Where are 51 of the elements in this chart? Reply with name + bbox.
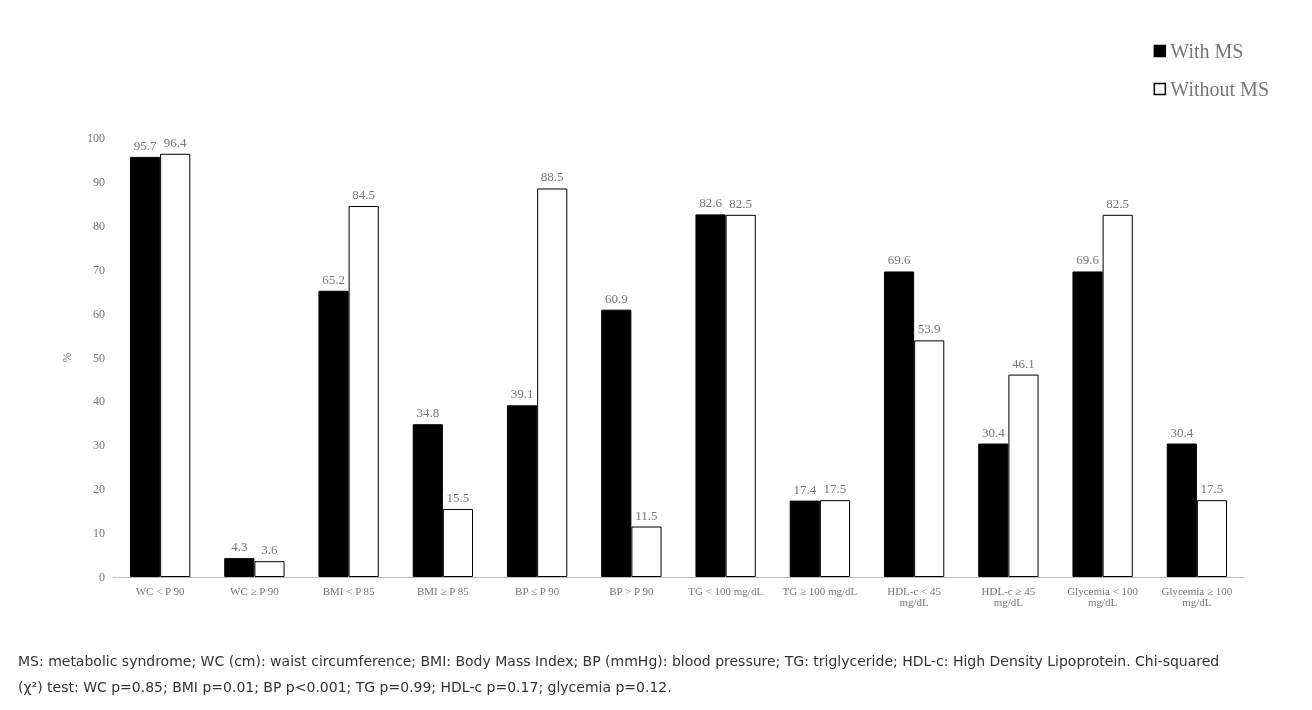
x-tick-label: HDL-c ≥ 45 mg/dL [981,584,1036,608]
data-label: 88.5 [540,169,564,185]
data-label: 69.6 [887,252,911,268]
x-tick-label: Glycemia ≥ 100 mg/dL [1161,584,1233,608]
x-tick-label: BP ≤ P 90 [515,584,560,597]
data-label: 30.4 [981,424,1006,440]
x-tick-label: BMI ≥ P 85 [416,584,470,597]
data-label: 34.8 [416,405,440,421]
x-tick-label: WC < P 90 [135,584,186,597]
x-tick-label: Glycemia < 100 mg/dL [1067,584,1139,608]
data-label: 60.9 [604,290,628,306]
y-tick-label: 0 [99,570,105,584]
y-tick-label: 50 [93,350,105,365]
x-tick-label: WC ≥ P 90 [230,584,280,597]
data-label: 15.5 [446,489,470,505]
data-label: 82.5 [729,195,753,211]
x-tick-label: BP > P 90 [609,584,654,597]
data-label: 3.6 [261,542,279,558]
data-label: 65.2 [322,271,345,287]
data-label: 82.6 [699,195,723,211]
data-label: 39.1 [510,386,534,402]
data-label: 82.5 [1106,195,1130,211]
data-label: 4.3 [231,539,248,555]
data-label: 17.5 [1200,481,1224,497]
legend-label: With MS [1170,40,1244,62]
data-label: 17.4 [793,481,817,497]
y-tick-label: 80 [93,218,105,233]
data-label: 95.7 [133,137,157,153]
data-label: 53.9 [917,321,941,337]
y-tick-label: 20 [93,482,105,497]
y-tick-label: 100 [87,131,105,145]
data-label: 84.5 [352,187,376,203]
x-tick-label: TG ≥ 100 mg/dL [782,584,858,597]
y-tick-label: 40 [93,394,105,409]
y-tick-label: 30 [93,438,105,453]
data-label: 30.4 [1170,424,1194,440]
y-tick-label: 10 [93,526,105,541]
data-label: 17.5 [823,481,847,497]
data-label: 46.1 [1012,355,1035,371]
y-tick-label: 60 [93,306,105,321]
x-tick-label: TG < 100 mg/dL [688,584,764,597]
data-label: 96.4 [163,134,188,150]
text: MS: metabolic syndrome; WC (cm): waist circumference; BMI: Body Mass Index; BP (mmHg): blood pressure; TG: triglyceride; HDL-c: High Density Lipoprotein. Chi-squared (χ²) test: WC p=0.85; BMI p=0.01; BP p<0.001; TG p=0.99; HDL-c p=0.17; glycemia p=0.12. [18,653,1224,695]
y-axis-title: % [60,352,74,363]
y-tick-label: 90 [93,174,105,189]
x-tick-label: HDL-c < 45 mg/dL [887,584,942,608]
data-label: 11.5 [635,507,658,523]
data-label: 69.6 [1076,252,1100,268]
x-tick-label: BMI < P 85 [322,584,376,597]
legend-label: Without MS [1170,78,1269,100]
y-tick-label: 70 [93,262,105,277]
